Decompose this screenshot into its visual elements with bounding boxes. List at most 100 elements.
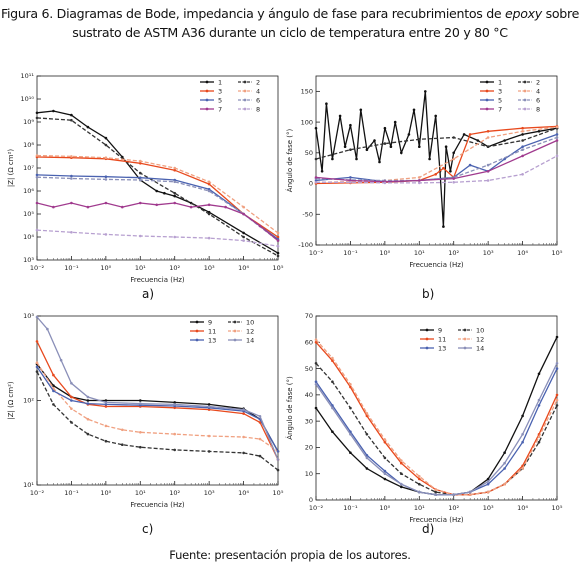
title-text-b: sobre xyxy=(541,6,580,21)
y-axis-label: |Z| (Ω cm²) xyxy=(7,381,15,420)
data-point-7 xyxy=(224,205,227,209)
data-point-3 xyxy=(434,173,438,176)
legend-label-8: 8 xyxy=(256,105,260,113)
data-point-12 xyxy=(242,435,245,439)
data-point-6 xyxy=(104,178,108,181)
y-tick-label: 10⁹ xyxy=(23,118,34,126)
data-point-9 xyxy=(555,335,559,339)
x-tick-label: 10¹ xyxy=(135,264,146,272)
data-point-4 xyxy=(521,130,524,133)
data-point-7 xyxy=(276,239,280,242)
data-point-5 xyxy=(139,176,142,179)
legend-marker-14 xyxy=(233,338,237,342)
data-point-14 xyxy=(331,406,334,410)
data-point-7 xyxy=(70,201,73,205)
data-point-2 xyxy=(383,142,387,145)
data-point-14 xyxy=(503,461,506,465)
data-point-8 xyxy=(207,236,211,240)
data-point-8 xyxy=(486,179,490,182)
legend-marker-2 xyxy=(243,80,247,84)
figure-title: Figura 6. Diagramas de Bode, impedancia … xyxy=(0,4,580,42)
data-point-9 xyxy=(521,414,524,418)
data-point-1 xyxy=(276,251,280,255)
data-point-5 xyxy=(173,178,176,182)
series-line-7 xyxy=(316,139,557,183)
x-axis-label: Frecuencia (Hz) xyxy=(130,276,185,284)
data-point-12 xyxy=(331,356,334,360)
y-tick-label: 10³ xyxy=(23,312,34,320)
legend: 9 10 11 12 13 14 xyxy=(420,326,484,352)
data-point-9 xyxy=(173,401,176,404)
data-point-1 xyxy=(412,108,416,112)
data-point-12 xyxy=(365,412,369,415)
x-tick-label: 10⁵ xyxy=(273,264,284,272)
x-tick-label: 10³ xyxy=(204,489,215,497)
data-point-8 xyxy=(35,228,39,232)
data-point-12 xyxy=(258,437,262,441)
data-point-7 xyxy=(52,205,55,209)
legend-marker-5 xyxy=(485,98,489,102)
data-point-6 xyxy=(486,163,490,167)
data-point-12 xyxy=(555,398,559,402)
data-point-13 xyxy=(314,380,318,384)
series-line-5 xyxy=(37,174,278,240)
y-tick-label: 100 xyxy=(301,118,313,126)
data-point-8 xyxy=(349,181,352,184)
legend-marker-4 xyxy=(523,89,527,93)
data-point-7 xyxy=(35,201,39,205)
data-point-9 xyxy=(400,485,403,489)
x-tick-label: 10¹ xyxy=(414,249,425,257)
legend-marker-2 xyxy=(523,80,527,84)
chart-panel-c: 10⁻² 10⁻¹ 10⁰ 10¹ 10² 10³ 10⁴ 10⁵ 10¹ 10² 10³ Frecu… xyxy=(7,312,284,509)
data-point-14 xyxy=(349,433,352,436)
data-point-10 xyxy=(434,490,438,494)
data-point-5 xyxy=(70,174,73,178)
data-point-12 xyxy=(70,407,73,411)
data-point-14 xyxy=(452,493,456,497)
data-point-9 xyxy=(139,399,142,402)
data-point-10 xyxy=(207,450,211,453)
data-point-9 xyxy=(314,406,318,410)
series-line-14 xyxy=(37,316,278,460)
legend-label-10: 10 xyxy=(476,326,484,334)
legend-marker-5 xyxy=(205,98,209,102)
data-point-9 xyxy=(86,399,90,402)
data-point-1 xyxy=(424,90,427,93)
y-tick-label: 40 xyxy=(305,391,313,399)
legend-label-13: 13 xyxy=(438,344,446,352)
data-point-14 xyxy=(207,405,211,408)
data-point-12 xyxy=(86,417,90,421)
data-point-8 xyxy=(104,233,108,236)
data-point-11 xyxy=(314,341,318,344)
data-point-13 xyxy=(104,403,108,406)
data-point-10 xyxy=(35,370,39,373)
data-point-14 xyxy=(104,401,108,404)
data-point-7 xyxy=(555,139,559,142)
legend-label-13: 13 xyxy=(208,336,216,344)
x-tick-label: 10¹ xyxy=(135,489,146,497)
legend-label-8: 8 xyxy=(536,105,540,113)
data-point-10 xyxy=(365,433,369,436)
data-point-10 xyxy=(276,468,280,472)
data-point-7 xyxy=(418,179,421,182)
data-point-7 xyxy=(189,205,193,209)
x-tick-label: 10⁴ xyxy=(238,489,249,497)
x-tick-label: 10⁵ xyxy=(552,504,563,512)
data-point-3 xyxy=(173,168,176,172)
data-point-7 xyxy=(521,154,524,158)
data-point-1 xyxy=(378,160,381,164)
data-point-5 xyxy=(104,175,108,178)
data-point-10 xyxy=(349,406,352,410)
x-tick-label: 10² xyxy=(169,489,180,497)
data-point-7 xyxy=(207,203,211,207)
series-line-6 xyxy=(37,176,278,242)
data-point-1 xyxy=(349,123,352,127)
series-line-2 xyxy=(316,127,557,160)
data-point-14 xyxy=(35,315,39,319)
data-point-6 xyxy=(35,175,39,179)
data-point-9 xyxy=(486,477,490,481)
data-point-8 xyxy=(418,181,421,185)
data-point-9 xyxy=(104,399,108,402)
legend-label-3: 3 xyxy=(498,87,502,95)
y-tick-label: 150 xyxy=(301,88,313,96)
